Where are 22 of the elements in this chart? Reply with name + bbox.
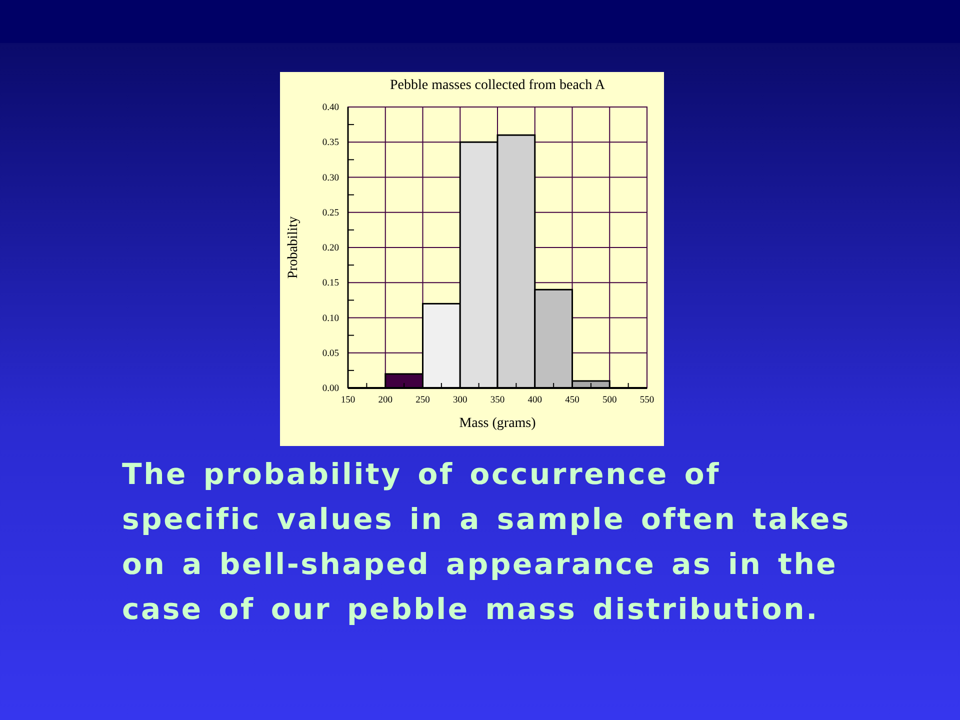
x-axis-title: Mass (grams) (459, 416, 536, 431)
x-tick-label: 250 (416, 396, 430, 406)
y-tick-label: 0.10 (322, 314, 340, 324)
x-tick-label: 300 (453, 396, 468, 406)
x-tick-label: 500 (602, 396, 617, 406)
text: The probability of occurrence of specific values in a sample often takes on a bell-shaped appearance as in the case of our pebble mass distribution. (122, 456, 852, 628)
y-tick-label: 0.15 (322, 278, 340, 289)
y-tick-label: 0.00 (322, 384, 340, 394)
x-tick-label: 400 (528, 396, 542, 406)
x-tick-label: 200 (378, 396, 393, 406)
y-tick-label: 0.30 (322, 173, 340, 184)
y-tick-label: 0.40 (322, 103, 340, 114)
y-tick-label: 0.20 (322, 244, 340, 254)
chart-title: Pebble masses collected from beach A (390, 78, 606, 93)
y-axis-title: Probability (286, 216, 301, 279)
y-tick-label: 0.25 (322, 208, 340, 218)
x-tick-label: 550 (640, 396, 654, 406)
x-tick-label: 150 (340, 396, 356, 406)
y-tick-label: 0.35 (322, 138, 340, 148)
y-tick-label: 0.05 (322, 348, 340, 359)
x-tick-label: 450 (565, 396, 580, 406)
x-tick-label: 350 (490, 396, 505, 406)
